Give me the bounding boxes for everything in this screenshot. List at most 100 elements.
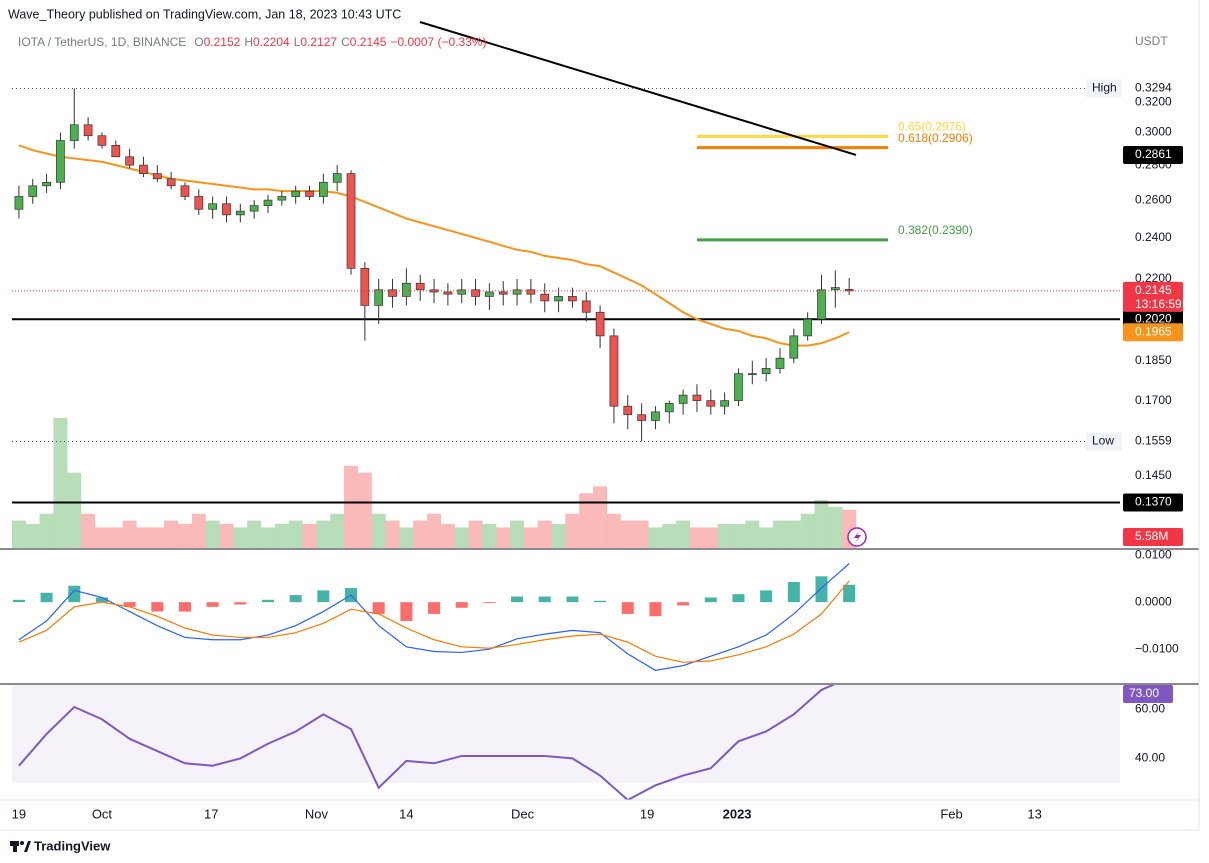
ma-tag-bg xyxy=(1123,323,1183,342)
macd-histogram-bar xyxy=(760,590,773,603)
y-tick-label: 0.2400 xyxy=(1135,230,1172,244)
volume-bar xyxy=(579,493,594,548)
level-tag: 0.1370 xyxy=(1135,495,1172,509)
volume-bar xyxy=(177,524,192,548)
extreme-label: High xyxy=(1092,81,1117,95)
y-tick-label: 0.3200 xyxy=(1135,94,1172,108)
last-price: 0.2145 xyxy=(1135,283,1172,297)
volume-bar xyxy=(800,513,815,548)
macd-line xyxy=(18,563,850,671)
logo-shape xyxy=(20,841,24,845)
volume-bar xyxy=(53,417,68,548)
extreme-value: 0.1559 xyxy=(1135,434,1172,448)
logo-shape xyxy=(13,841,17,852)
volume-bar xyxy=(219,524,234,548)
volume-bar xyxy=(39,513,54,548)
y-tick-label: 0.2200 xyxy=(1135,271,1172,285)
candle-body xyxy=(554,296,563,302)
macd-histogram-bar xyxy=(68,585,81,603)
volume-bar xyxy=(274,524,289,548)
candle-body xyxy=(651,411,660,421)
volume-bar xyxy=(150,527,165,548)
x-tick-label: 19 xyxy=(12,806,26,821)
rsi-pane xyxy=(12,685,1120,800)
ohlc-key: O xyxy=(194,35,203,49)
candle-body xyxy=(14,196,24,210)
volume-bar xyxy=(468,520,483,548)
macd-histogram-bar xyxy=(234,602,247,605)
candle-body xyxy=(568,296,577,302)
volume-bar xyxy=(164,520,179,548)
change: −0.0007 (−0.33%) xyxy=(390,35,486,49)
macd-histogram-bar xyxy=(511,596,524,603)
volume-bar xyxy=(427,513,442,548)
candle-body xyxy=(249,205,259,212)
volume-bar xyxy=(136,527,151,548)
symbol-line: IOTA / TetherUS, 1D, BINANCE O0.2152 H0.22… xyxy=(18,35,487,49)
volume-bar xyxy=(122,520,137,548)
candle-body xyxy=(498,291,508,295)
candle-body xyxy=(457,289,467,295)
rsi-tag-bg xyxy=(1123,685,1173,703)
volume-bar xyxy=(316,520,331,548)
macd-histogram-bar xyxy=(317,590,330,603)
volume-bar xyxy=(814,500,829,548)
candle-body xyxy=(277,196,287,201)
volume-bar xyxy=(662,524,677,548)
volume-tag-bg xyxy=(1123,528,1183,546)
candle-body xyxy=(28,185,38,197)
candle-body xyxy=(734,373,743,401)
y-tick-label: 0.1850 xyxy=(1135,353,1172,367)
candle-body xyxy=(789,335,799,359)
macd-histogram-bar xyxy=(428,602,441,614)
volume-bar xyxy=(233,527,248,548)
candle-body xyxy=(180,185,190,197)
macd-histogram-bar xyxy=(178,602,191,612)
volume-bar xyxy=(191,513,206,548)
candle-body xyxy=(97,135,107,146)
ohlc-value: 0.2127 xyxy=(300,35,337,49)
macd-histogram-bar xyxy=(815,576,828,603)
macd-histogram-bar xyxy=(206,602,219,607)
volume-bar xyxy=(371,513,386,548)
macd-histogram-bar xyxy=(12,599,25,603)
y-tick-label: 0.3000 xyxy=(1135,125,1172,139)
level-tag: 0.2020 xyxy=(1135,311,1172,325)
macd-histogram-bar xyxy=(261,599,274,603)
fib-label: 0.382(0.2390) xyxy=(898,223,973,237)
candle-body xyxy=(623,405,633,416)
volume-bar xyxy=(81,513,96,548)
ohlc-key: L xyxy=(294,35,301,49)
volume-bar xyxy=(385,520,400,548)
extreme-label: Low xyxy=(1092,434,1114,448)
x-tick-label: Oct xyxy=(92,806,113,821)
volume-bar xyxy=(759,527,774,548)
volume-bar xyxy=(606,513,621,548)
macd-histogram-bar xyxy=(40,592,53,603)
publisher: Wave_Theory published on TradingView.com… xyxy=(8,7,401,21)
volume-bar xyxy=(413,520,428,548)
macd-histogram-bar xyxy=(704,597,717,603)
extreme-label-bg xyxy=(1086,79,1122,98)
macd-histogram-bar xyxy=(594,600,607,603)
volume-bar xyxy=(537,520,552,548)
candle-body xyxy=(581,300,591,313)
candle-body xyxy=(678,394,688,404)
x-tick-label: Dec xyxy=(511,806,535,821)
volume-bar xyxy=(828,506,843,548)
candle-body xyxy=(775,357,785,369)
footer-brand: TradingView xyxy=(34,838,111,853)
ohlc-value: 0.2152 xyxy=(204,35,241,49)
x-tick-label: Feb xyxy=(940,806,962,821)
x-tick-label: 2023 xyxy=(723,806,752,821)
candle-body xyxy=(305,190,314,197)
candle-body xyxy=(83,124,93,137)
candle-body xyxy=(291,190,301,197)
macd-histogram-bar xyxy=(483,602,496,604)
extreme-value: 0.3294 xyxy=(1135,81,1172,95)
candle-body xyxy=(595,311,605,337)
trendline xyxy=(419,21,857,156)
candle-body xyxy=(166,178,176,187)
candle-body xyxy=(747,373,757,375)
